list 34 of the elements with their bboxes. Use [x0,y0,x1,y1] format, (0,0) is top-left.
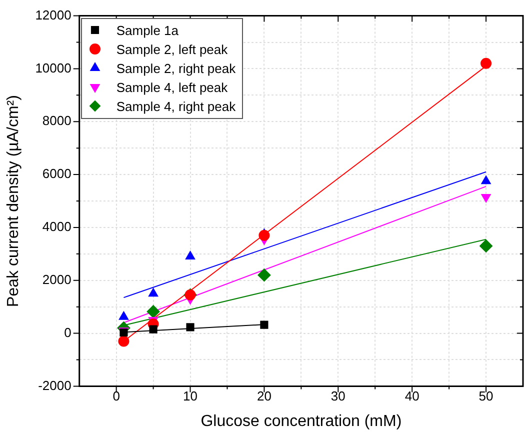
legend-label: Sample 2, left peak [116,40,228,59]
point [258,268,271,282]
y-tick-label: 12000 [35,7,72,22]
y-axis-title: Peak current density (µA/cm²) [5,95,22,307]
point [480,58,492,69]
point [118,336,130,347]
legend-label: Sample 4, left peak [116,78,228,97]
x-tick-label: 40 [404,388,420,404]
y-tick-label: 8000 [42,113,72,128]
legend-label: Sample 4, right peak [116,98,236,116]
y-tick-label: 6000 [42,166,72,182]
x-tick-label: 10 [183,388,198,404]
y-tick-label: 2000 [42,272,72,287]
point [148,288,158,297]
y-tick-label: 10000 [35,60,72,76]
y-tick-label: -2000 [38,378,72,393]
point [481,176,491,184]
point [480,239,493,252]
x-tick-label: 50 [478,388,494,404]
point [260,320,268,329]
legend-label: Sample 2, right peak [116,60,236,78]
y-tick-label: 0 [64,324,72,340]
x-tick-label: 20 [256,388,272,404]
x-tick-label: 0 [112,388,120,404]
point [185,251,196,260]
point [146,305,160,318]
legend-label: Sample 1a [116,22,178,40]
point [186,323,194,332]
point [118,311,129,320]
point [149,325,158,334]
point [258,230,270,241]
y-tick-label: 4000 [42,219,72,234]
x-tick-label: 30 [330,388,346,404]
x-axis-title: Glucose concentration (mM) [200,412,402,430]
